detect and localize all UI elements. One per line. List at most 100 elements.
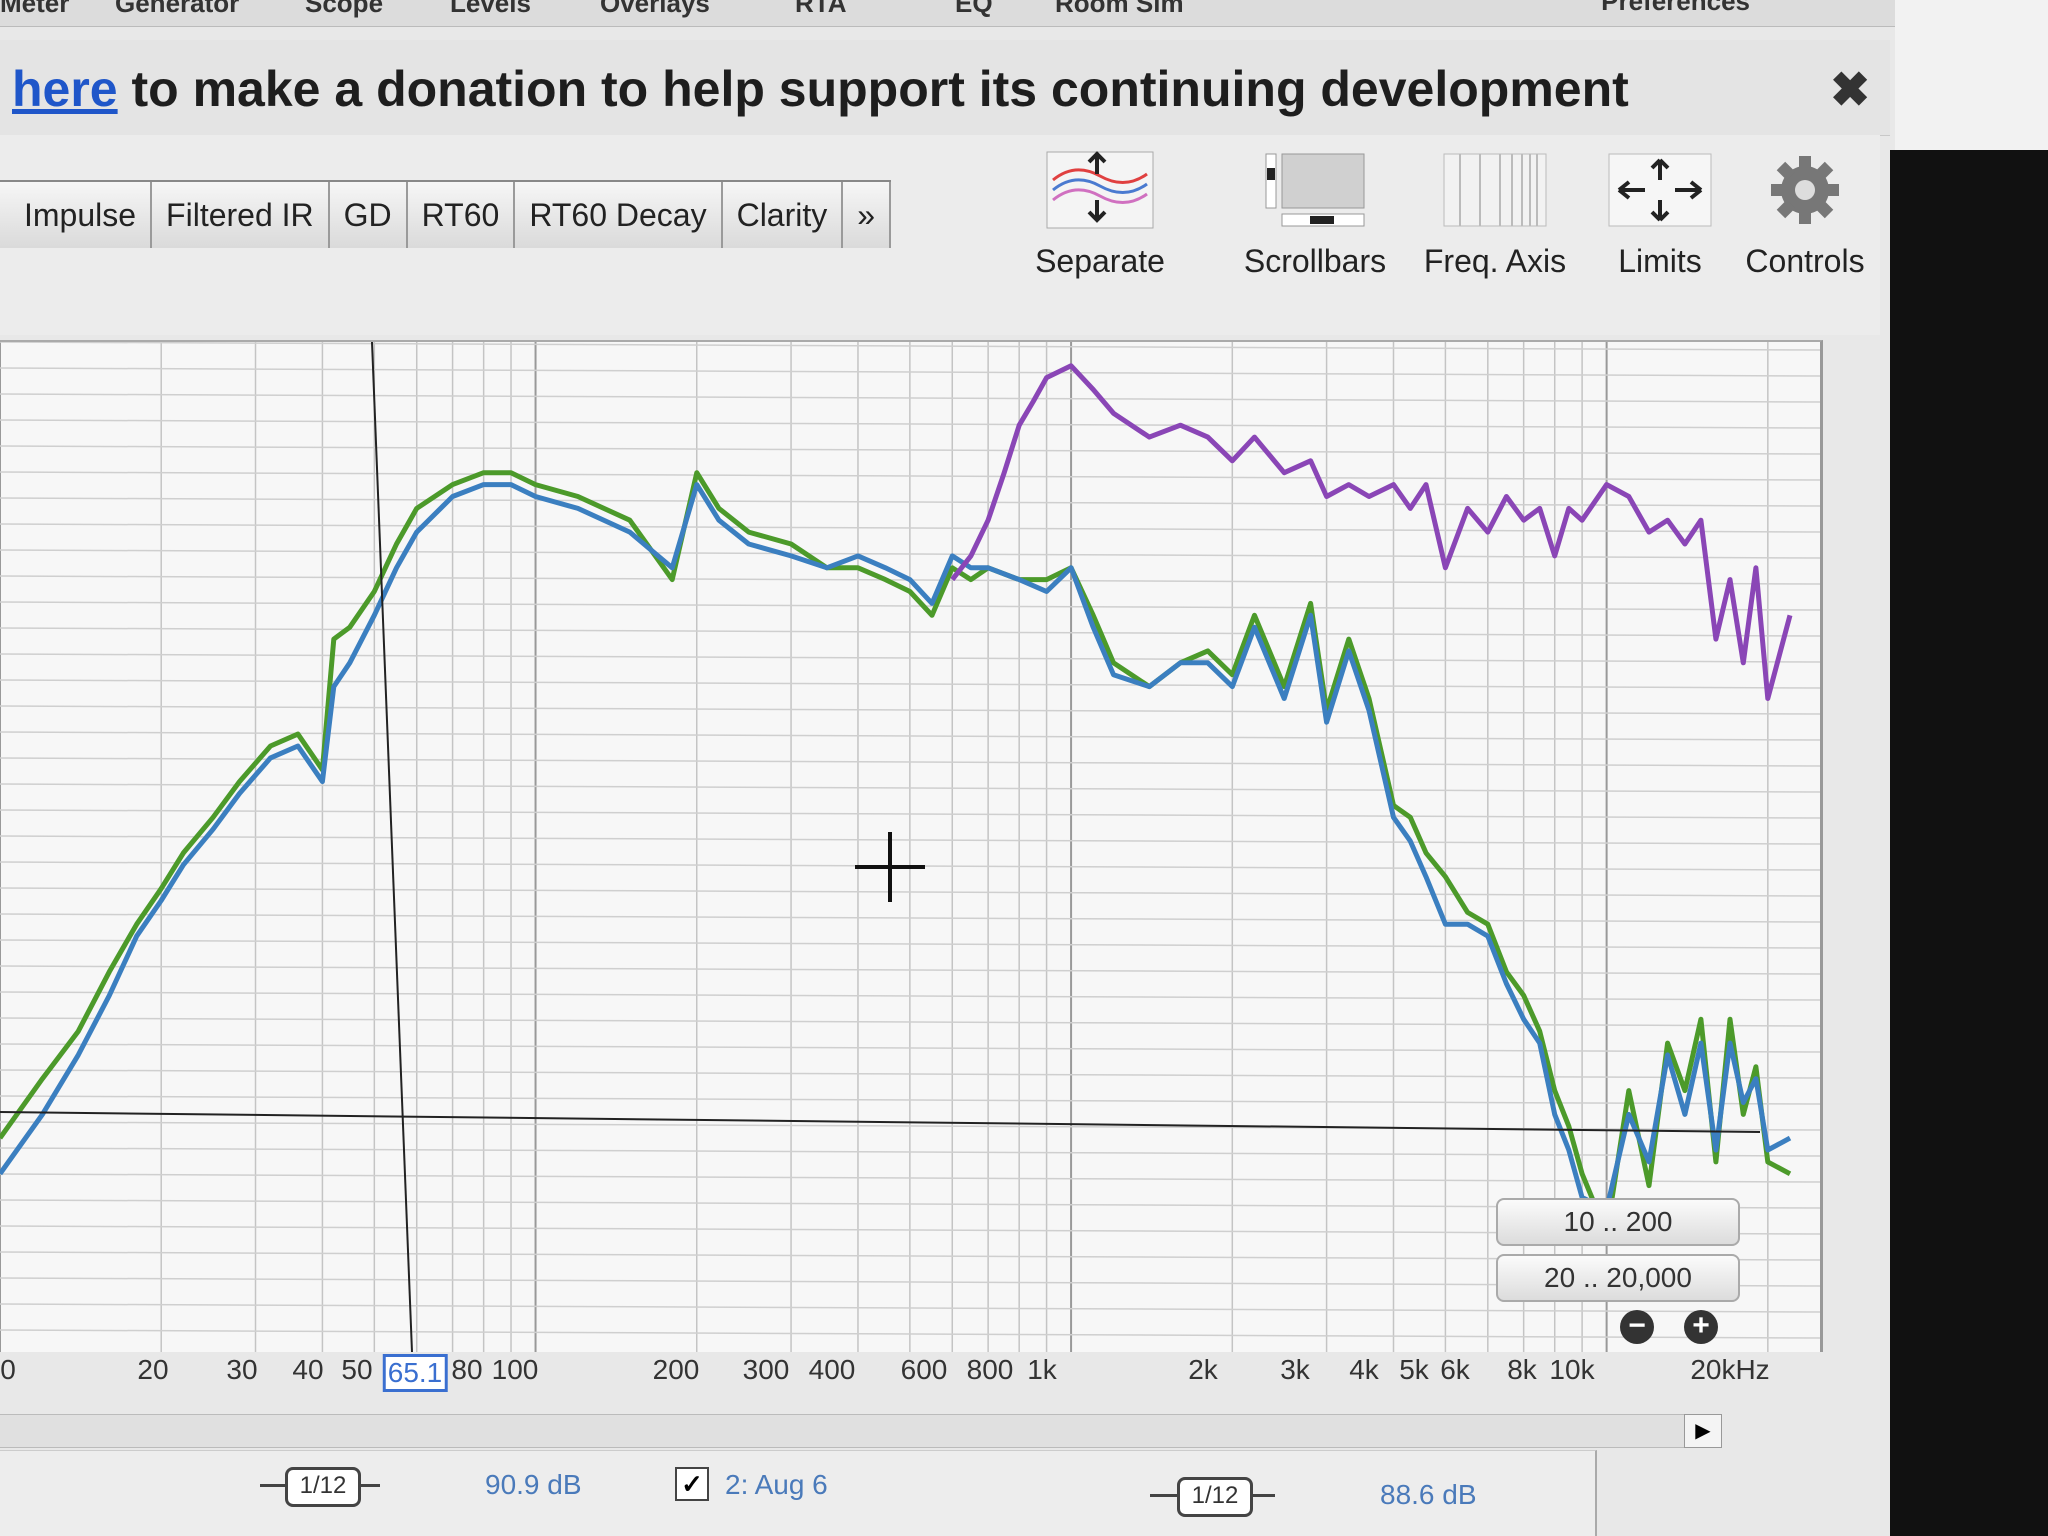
range-10-200-button[interactable]: 10 .. 200 (1496, 1198, 1740, 1246)
donation-banner: here to make a donation to help support … (0, 40, 1890, 136)
donation-link[interactable]: here (12, 61, 118, 117)
freq-tick-label: 4k (1349, 1354, 1379, 1385)
grid-line-horizontal (0, 965, 1821, 975)
freq-tick-label: 0 (0, 1354, 16, 1385)
donation-message: here to make a donation to help support … (12, 60, 1629, 118)
series-line-1 (0, 470, 1792, 1236)
range-20-20000-button[interactable]: 20 .. 20,000 (1496, 1254, 1740, 1302)
menu-item-preferences[interactable]: Preferences (1601, 0, 1750, 16)
tab-gd[interactable]: GD (329, 182, 408, 248)
separate-icon (1046, 151, 1154, 229)
grid-line-horizontal (0, 991, 1821, 1001)
grid-line-horizontal (0, 1329, 1821, 1339)
grid-line-horizontal (0, 1147, 1821, 1157)
cursor-line (371, 341, 413, 1353)
menu-item-room-sim[interactable]: Room Sim (1055, 0, 1184, 18)
more-tabs-icon[interactable]: » (843, 182, 892, 248)
series-line-2 (0, 482, 1792, 1212)
grid-line-horizontal (0, 1095, 1821, 1105)
plot-area[interactable]: 10 .. 200 20 .. 20,000 − + (0, 340, 1823, 1353)
freq-tick-label: 8k (1507, 1354, 1537, 1385)
level-readout-left: 90.9 dB (485, 1469, 582, 1500)
menu-item-overlays[interactable]: Overlays (600, 0, 710, 18)
reference-line (0, 1111, 1761, 1133)
chart-series (0, 363, 1793, 1236)
tab-rt60-decay[interactable]: RT60 Decay (515, 182, 723, 248)
freq-axis-icon (1443, 153, 1547, 227)
measurement-visible-checkbox[interactable]: ✓ (675, 1467, 709, 1501)
cursor-frequency-readout: 65.1 (382, 1354, 448, 1392)
freq-tick-label: 400 (808, 1354, 856, 1385)
grid-line-horizontal (0, 393, 1821, 403)
freq-tick-label: 100 (491, 1354, 539, 1385)
scrollbars-button[interactable]: Scrollbars (1240, 150, 1390, 280)
grid-line-horizontal (0, 835, 1821, 845)
menu-item-scope[interactable]: Scope (305, 0, 384, 18)
controls-label: Controls (1745, 243, 1865, 279)
freq-tick-label: 1k (1027, 1354, 1057, 1385)
measurement-name[interactable]: 2: Aug 6 (725, 1469, 828, 1500)
tab-impulse[interactable]: Impulse (0, 182, 153, 248)
grid-line-horizontal (0, 523, 1821, 533)
smoothing-button-right[interactable]: 1/12 (1177, 1477, 1253, 1517)
donation-text: to make a donation to help support its c… (117, 61, 1629, 117)
scroll-right-arrow-icon[interactable]: ▶ (1684, 1414, 1722, 1448)
menu-item-rta[interactable]: RTA (795, 0, 847, 18)
grid-line-horizontal (0, 939, 1821, 949)
grid-line-horizontal (0, 549, 1821, 559)
smoothing-button-left[interactable]: 1/12 (285, 1467, 361, 1507)
grid-line-horizontal (0, 913, 1821, 923)
grid-line-horizontal (0, 705, 1821, 715)
grid-line-horizontal (0, 809, 1821, 819)
grid-line-horizontal (0, 679, 1821, 689)
frequency-axis: 0 20 30 40 50 65.1 80 100 200 300 400 60… (0, 1350, 1850, 1400)
freq-tick-label: 20 (137, 1354, 169, 1385)
freq-axis-button[interactable]: Freq. Axis (1415, 150, 1575, 280)
grid-line-horizontal (0, 1017, 1821, 1027)
menu-item-eq[interactable]: EQ (955, 0, 993, 18)
freq-tick-label: 20kHz (1690, 1354, 1770, 1385)
separate-button[interactable]: Separate (1030, 150, 1170, 280)
menu-bar: Meter Generator Scope Levels Overlays RT… (0, 0, 1900, 27)
graph-tabs: Impulse Filtered IR GD RT60 RT60 Decay C… (0, 180, 892, 250)
freq-tick-label: 30 (226, 1354, 258, 1385)
grid-line-horizontal (0, 497, 1821, 507)
grid-line-horizontal (0, 471, 1821, 481)
menu-item-generator[interactable]: Generator (115, 0, 240, 18)
tab-rt60[interactable]: RT60 (407, 182, 516, 248)
grid-line-horizontal (0, 445, 1821, 455)
limits-icon (1608, 153, 1712, 227)
separate-label: Separate (1035, 243, 1165, 279)
tab-clarity[interactable]: Clarity (722, 182, 844, 248)
close-icon[interactable]: ✖ (1830, 64, 1871, 117)
limits-button[interactable]: Limits (1600, 150, 1720, 280)
freq-tick-label: 10k (1549, 1354, 1595, 1385)
grid-line-horizontal (0, 783, 1821, 793)
grid-line-horizontal (0, 731, 1821, 741)
frequency-response-chart[interactable] (0, 341, 1821, 1353)
scrollbars-label: Scrollbars (1243, 243, 1387, 279)
zoom-in-icon[interactable]: + (1684, 1310, 1718, 1344)
horizontal-scrollbar[interactable] (0, 1414, 1720, 1448)
freq-tick-label: 5k (1399, 1354, 1429, 1385)
limits-label: Limits (1618, 243, 1702, 279)
freq-tick-label: 300 (742, 1354, 790, 1385)
grid-line-horizontal (0, 1069, 1821, 1079)
grid-line-horizontal (0, 887, 1821, 897)
zoom-out-icon[interactable]: − (1620, 1310, 1654, 1344)
tab-filtered-ir[interactable]: Filtered IR (152, 182, 330, 248)
freq-tick-label: 800 (966, 1354, 1014, 1385)
series-line-3 (950, 363, 1793, 701)
scrollbars-icon (1265, 153, 1365, 227)
grid-line-horizontal (0, 367, 1821, 377)
freq-tick-label: 3k (1280, 1354, 1310, 1385)
menu-item-meter[interactable]: Meter (0, 0, 70, 18)
measurement-controls-panel: 1/12 90.9 dB ✓ 2: Aug 6 1/12 88.6 dB (0, 1450, 1597, 1536)
freq-axis-label: Freq. Axis (1423, 243, 1567, 279)
menu-item-levels[interactable]: Levels (450, 0, 531, 18)
controls-button[interactable]: Controls (1740, 150, 1870, 280)
freq-tick-label: 50 (341, 1354, 373, 1385)
grid-line-horizontal (0, 419, 1821, 429)
background-window (1895, 0, 2048, 150)
grid-line-horizontal (0, 1043, 1821, 1053)
